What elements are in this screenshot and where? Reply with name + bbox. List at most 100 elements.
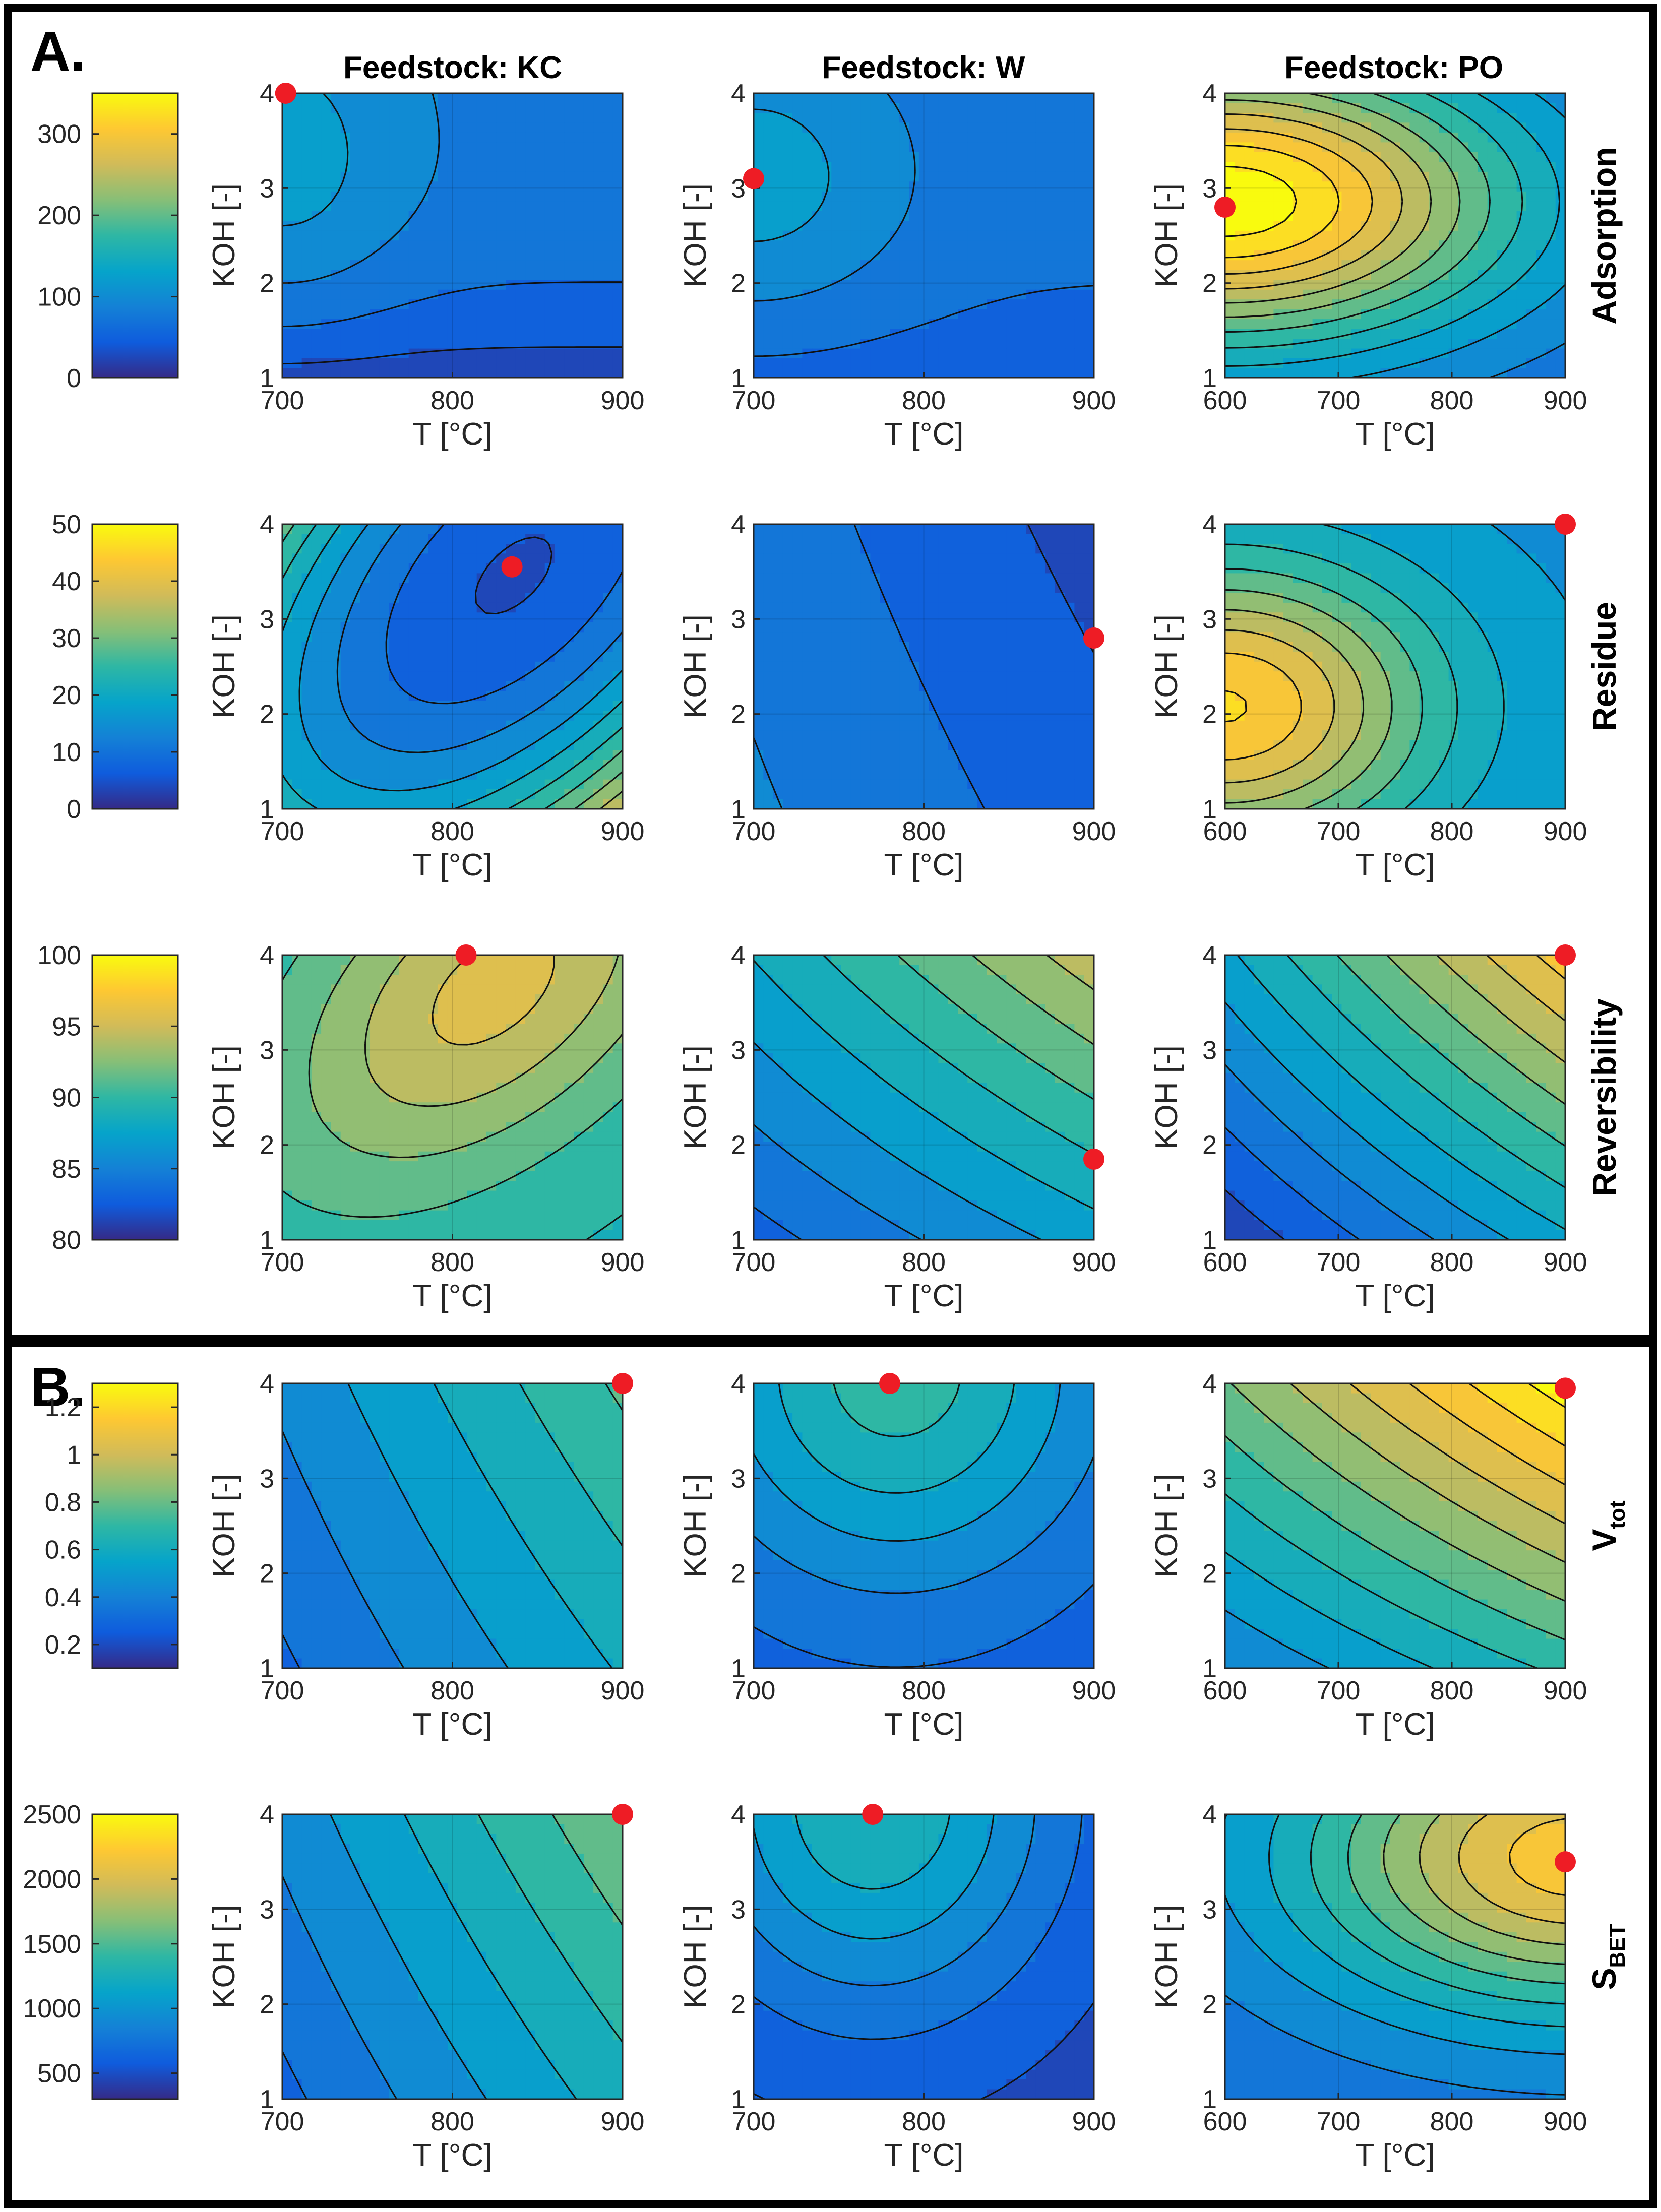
fill-cell [754, 339, 764, 349]
fill-cell [1225, 348, 1236, 359]
fill-cell [612, 622, 623, 633]
fill-cell [1516, 260, 1527, 271]
fill-cell [909, 260, 919, 271]
fill-cell [822, 299, 832, 310]
fill-cell [1536, 368, 1547, 378]
fill-cell [997, 162, 1007, 172]
fill-cell [555, 368, 565, 378]
fill-cell [301, 368, 312, 378]
fill-cell [812, 162, 822, 172]
fill-cell [909, 270, 919, 281]
fill-cell [792, 103, 803, 113]
fill-cell [370, 750, 380, 761]
fill-cell [870, 602, 881, 613]
fill-cell [1006, 563, 1017, 574]
fill-cell [583, 348, 594, 359]
fill-cell [418, 770, 429, 780]
fill-cell [476, 181, 487, 192]
fill-cell [340, 544, 351, 554]
fill-cell [822, 309, 832, 320]
fill-cell [389, 573, 400, 584]
fill-cell [880, 230, 890, 241]
fill-cell [812, 573, 822, 584]
fill-cell [1026, 348, 1036, 359]
fill-cell [938, 260, 949, 271]
fill-cell [612, 230, 623, 241]
fill-cell [802, 534, 813, 544]
fill-cell [860, 309, 871, 320]
fill-cell [564, 122, 575, 133]
fill-cell [929, 593, 939, 603]
fill-cell [282, 573, 293, 584]
fill-cell [773, 671, 783, 682]
fill-cell [1322, 162, 1333, 172]
fill-cell [331, 632, 341, 643]
fill-cell [311, 122, 322, 133]
fill-cell [1555, 201, 1565, 212]
fill-cell [754, 681, 764, 692]
fill-cell [918, 221, 930, 231]
fill-cell [1526, 230, 1537, 241]
fill-cell [593, 181, 604, 192]
fill-cell [1035, 132, 1046, 143]
fill-cell [880, 642, 890, 653]
fill-cell [311, 701, 322, 712]
fill-cell [958, 250, 968, 261]
fill-cell [754, 602, 764, 613]
fill-cell [1468, 309, 1479, 320]
fill-cell [535, 612, 545, 623]
fill-cell [1254, 348, 1265, 359]
fill-cell [583, 250, 594, 261]
fill-cell [1332, 201, 1342, 212]
fill-cell [958, 132, 968, 143]
fill-cell [841, 368, 851, 378]
fill-cell [841, 563, 851, 574]
fill-cell [1283, 201, 1294, 212]
fill-cell [525, 152, 536, 163]
fill-cell [370, 622, 380, 633]
fill-cell [1439, 280, 1449, 290]
fill-cell [1429, 240, 1440, 251]
fill-cell [938, 681, 949, 692]
fill-cell [1536, 113, 1547, 123]
fill-cell [389, 544, 400, 554]
fill-cell [486, 348, 497, 359]
fill-cell [612, 602, 623, 613]
fill-cell [1390, 103, 1401, 113]
fill-cell [1390, 122, 1401, 133]
fill-cell [292, 632, 302, 643]
fill-cell [447, 122, 458, 133]
fill-cell [899, 250, 910, 261]
fill-cell [360, 122, 371, 133]
fill-cell [593, 760, 604, 771]
fill-cell [958, 524, 968, 535]
fill-cell [506, 789, 516, 800]
fill-cell [389, 583, 400, 594]
fill-cell [476, 260, 487, 271]
fill-cell [360, 711, 371, 721]
fill-cell [792, 358, 803, 369]
fill-cell [1225, 171, 1236, 182]
fill-cell [1074, 602, 1085, 613]
fill-cell [1507, 132, 1517, 143]
fill-cell [555, 348, 565, 359]
fill-cell [486, 289, 497, 300]
fill-cell [574, 642, 584, 653]
fill-cell [1322, 348, 1333, 359]
fill-cell [525, 701, 536, 712]
fill-cell [418, 230, 429, 241]
fill-cell [754, 103, 764, 113]
fill-cell [890, 339, 900, 349]
fill-cell [1074, 661, 1085, 672]
fill-cell [1244, 319, 1255, 330]
fill-cell [467, 113, 477, 123]
fill-cell [1273, 319, 1284, 330]
fill-cell [603, 534, 613, 544]
fill-cell [802, 191, 813, 202]
fill-cell [1084, 211, 1094, 222]
fill-cell [301, 171, 312, 182]
fill-cell [812, 260, 822, 271]
fill-cell [1312, 211, 1323, 222]
fill-cell [870, 319, 881, 330]
fill-cell [496, 201, 507, 212]
